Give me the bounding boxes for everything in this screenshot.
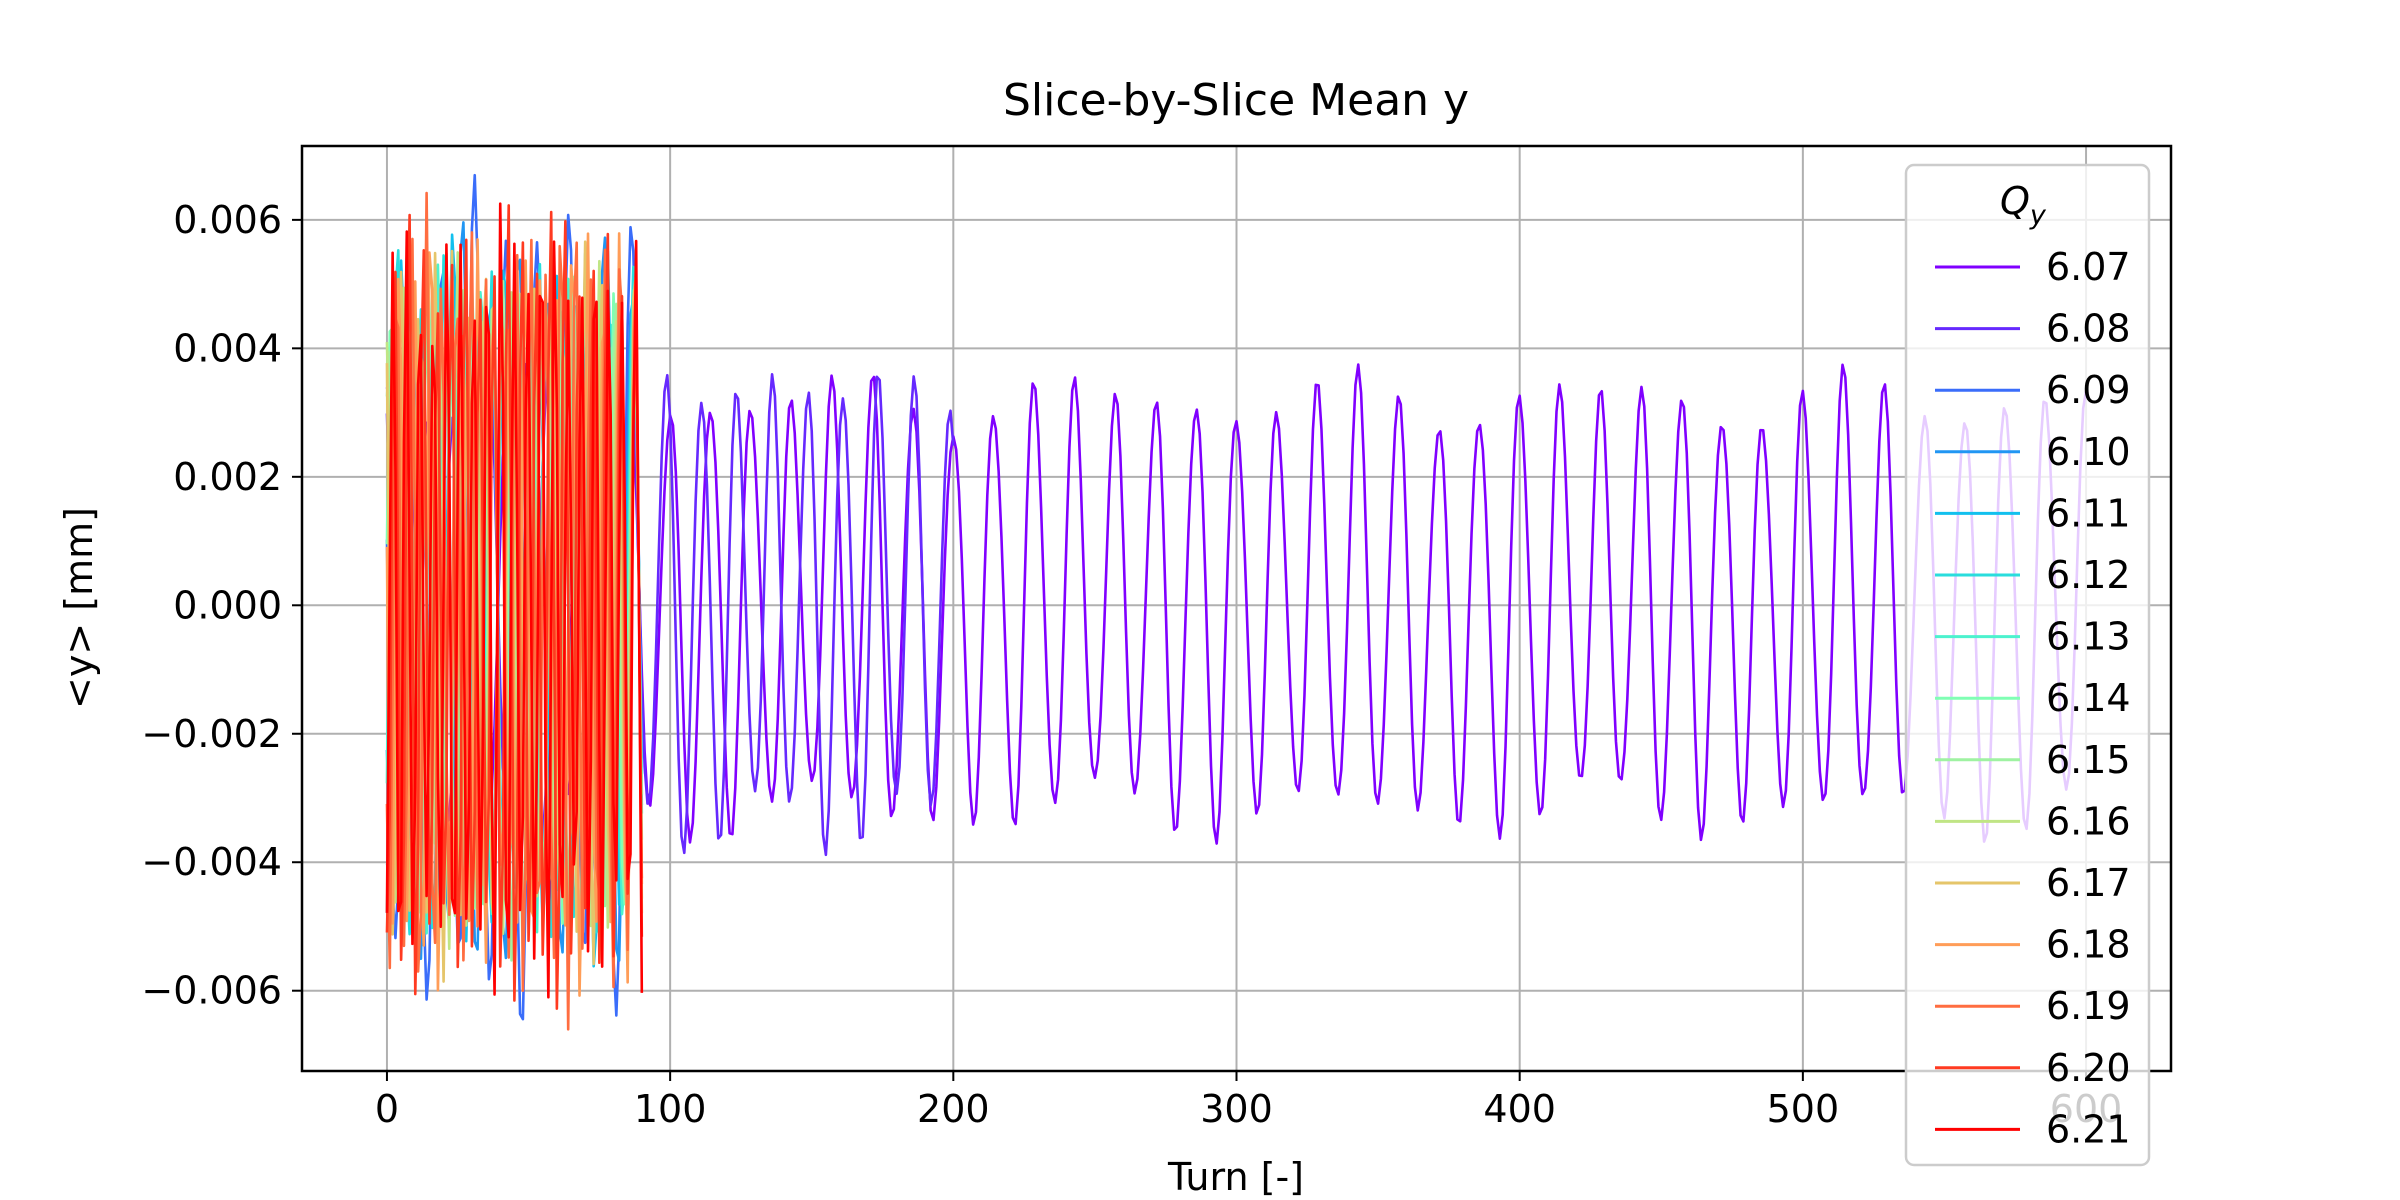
legend-box [1904, 163, 2151, 1167]
legend-label-6.13: 6.13 [2046, 615, 2131, 659]
series-line-6.20 [385, 204, 644, 1010]
y-axis-ticks: −0.006 −0.004 −0.002 0.000 0.002 0.004 0.006 [141, 198, 302, 1013]
x-tick-label: 200 [917, 1087, 990, 1131]
series-line-6.21 [385, 202, 644, 999]
legend-title: Qy [2000, 179, 2047, 231]
x-tick-label: 0 [375, 1087, 399, 1131]
series-layer [385, 173, 2088, 1031]
y-tick-label: −0.004 [141, 840, 282, 884]
y-tick-label: −0.002 [141, 712, 282, 756]
chart-title: Slice-by-Slice Mean y [1003, 75, 1469, 126]
legend-label-6.15: 6.15 [2046, 738, 2131, 782]
legend-label-6.20: 6.20 [2046, 1046, 2131, 1090]
legend-label-6.19: 6.19 [2046, 984, 2131, 1028]
legend-label-6.07: 6.07 [2046, 245, 2131, 289]
legend-label-6.17: 6.17 [2046, 861, 2131, 905]
legend-label-6.12: 6.12 [2046, 553, 2131, 597]
legend-title-main: Q [2000, 179, 2030, 223]
y-tick-label: 0.000 [173, 583, 282, 627]
legend-entries: 6.07 6.08 6.09 6.10 6.11 6.12 6.13 6.14 6.15 6.16… [1935, 245, 2131, 1151]
legend-label-6.08: 6.08 [2046, 307, 2131, 351]
y-tick-label: 0.004 [173, 326, 282, 370]
y-axis-label: <y> [mm] [57, 507, 101, 709]
legend-label-6.14: 6.14 [2046, 676, 2131, 720]
x-axis-label: Turn [-] [1167, 1155, 1304, 1199]
legend-label-6.21: 6.21 [2046, 1107, 2131, 1151]
y-tick-label: 0.002 [173, 455, 282, 499]
legend-label-6.18: 6.18 [2046, 923, 2131, 967]
legend-label-6.11: 6.11 [2046, 491, 2131, 535]
y-tick-label: −0.006 [141, 969, 282, 1013]
x-tick-label: 500 [1767, 1087, 1840, 1131]
legend-label-6.16: 6.16 [2046, 799, 2131, 843]
legend: Qy 6.076.086.096.106.116.126.136.146.156… [1904, 163, 2151, 1167]
x-tick-label: 400 [1483, 1087, 1556, 1131]
x-tick-label: 100 [634, 1087, 707, 1131]
legend-label-6.09: 6.09 [2046, 368, 2131, 412]
legend-title-subscript: y [2029, 200, 2047, 231]
x-tick-label: 300 [1200, 1087, 1273, 1131]
y-tick-label: 0.006 [173, 198, 282, 242]
legend-label-6.10: 6.10 [2046, 430, 2131, 474]
